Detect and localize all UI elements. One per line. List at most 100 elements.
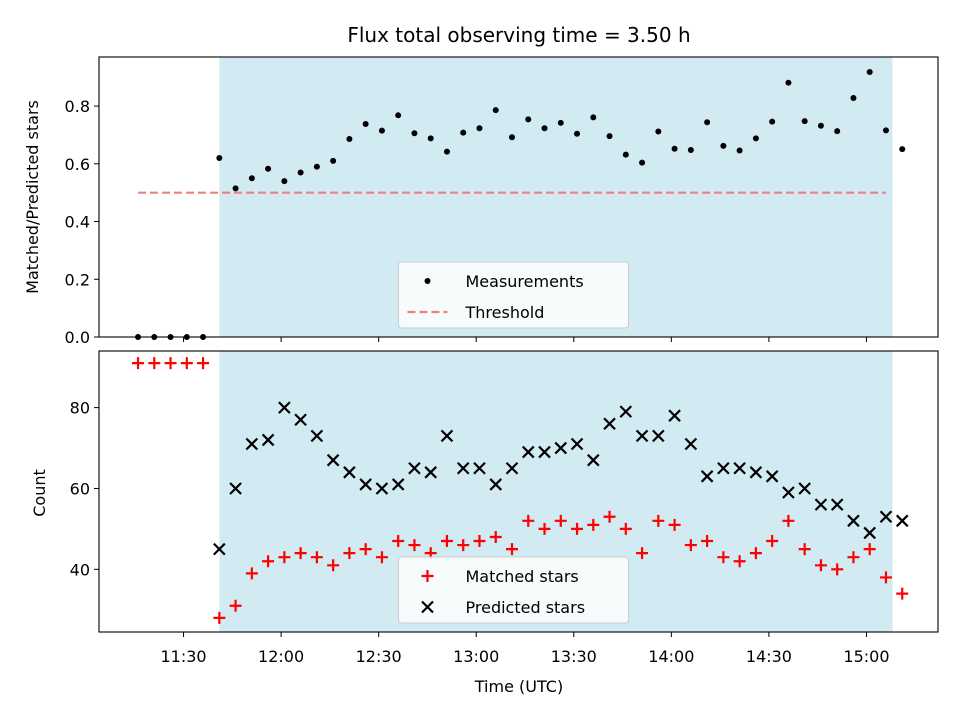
predicted-star-point [359, 478, 372, 491]
top-axes-frame [98, 56, 939, 338]
predicted-star-point [879, 510, 893, 524]
measurement-point [460, 129, 467, 136]
predicted-star-point [749, 466, 763, 479]
predicted-star-point [603, 417, 616, 431]
matched-star-point [148, 357, 161, 370]
top-y-tick-label: 0.0 [65, 328, 90, 347]
matched-star-point [619, 522, 632, 535]
predicted-star-point [375, 482, 389, 495]
predicted-star-point [408, 461, 421, 475]
predicted-star-point [895, 514, 909, 528]
x-tick-label: 12:30 [356, 647, 402, 666]
predicted-star-point [570, 437, 584, 451]
predicted-star-point [684, 437, 698, 451]
measurement-point [655, 128, 662, 135]
top-y-tick-label: 0.6 [65, 155, 90, 174]
measurement-point [525, 116, 532, 123]
matched-star-point [684, 539, 697, 552]
top-x-ticks [183, 337, 867, 342]
measurement-point [769, 118, 776, 125]
matched-star-point [440, 535, 453, 548]
predicted-star-point [261, 433, 275, 447]
top-legend: Measurements Threshold [398, 261, 629, 329]
matched-star-point [701, 535, 714, 548]
measurement-point [541, 125, 548, 132]
x-tick-label: 14:00 [648, 647, 694, 666]
measurement-point [492, 107, 499, 114]
predicted-star-point [798, 482, 811, 495]
predicted-star-point [473, 461, 486, 475]
measurement-point [574, 130, 581, 137]
x-tick-label: 15:00 [843, 647, 889, 666]
measurement-point [736, 147, 743, 154]
predicted-star-point [830, 498, 844, 511]
matched-star-point [603, 510, 616, 523]
predicted-star-point [294, 413, 307, 427]
matched-star-point [164, 357, 177, 370]
predicted-star-point [717, 461, 730, 475]
predicted-star-point [765, 470, 779, 483]
predicted-star-point [343, 466, 356, 479]
matched-star-point [652, 514, 665, 527]
measurement-point [687, 146, 694, 153]
x-tick-label: 13:30 [551, 647, 597, 666]
bottom-panel: 40 60 80 11:30 12:00 12:30 13:00 13:30 14:00 14:… [30, 350, 939, 696]
predicted-star-point [391, 478, 405, 491]
matched-star-point [798, 543, 811, 556]
matched-star-point [814, 559, 827, 572]
measurement-point [785, 79, 792, 86]
predicted-star-point [814, 498, 828, 511]
measurement-point [899, 146, 906, 153]
predicted-star-point [554, 441, 568, 455]
measurement-point [281, 178, 288, 185]
matched-stars-points [132, 357, 909, 624]
matched-star-point [197, 357, 210, 370]
predicted-star-point [213, 542, 226, 556]
measurement-point [606, 133, 613, 140]
measurement-point [557, 119, 564, 126]
measurement-point [508, 134, 515, 141]
matched-star-point [571, 522, 584, 535]
matched-star-point [554, 514, 567, 527]
matched-star-point [636, 547, 649, 560]
bottom-axes-frame [98, 350, 939, 633]
matched-star-point [879, 571, 892, 584]
matched-star-point [408, 539, 421, 552]
matched-star-point [668, 518, 681, 531]
measurement-point [427, 135, 434, 142]
matched-star-point [213, 611, 226, 624]
matched-star-point [229, 599, 242, 612]
matched-star-point [505, 543, 518, 556]
predicted-star-point [733, 461, 746, 475]
matched-star-point [717, 551, 730, 564]
predicted-star-point [245, 437, 259, 451]
measurement-point [590, 114, 597, 121]
predicted-star-point [847, 514, 860, 528]
predicted-star-point [863, 526, 876, 540]
legend-label: Measurements [466, 272, 584, 291]
matched-star-point [831, 563, 844, 576]
measurement-point [313, 163, 320, 170]
measurement-point [411, 130, 418, 137]
x-tick-label: 11:30 [160, 647, 206, 666]
predicted-star-point [278, 401, 291, 414]
legend-label: Matched stars [466, 567, 579, 586]
measurement-point [817, 122, 824, 129]
predicted-star-point [635, 429, 649, 443]
predicted-star-point [229, 482, 242, 495]
legend-marker [421, 600, 434, 614]
matched-star-point [489, 530, 502, 543]
matched-star-point [457, 539, 470, 552]
measurement-point [265, 165, 272, 172]
predicted-star-point [668, 409, 681, 422]
matched-star-point [180, 357, 193, 370]
matched-star-point [749, 547, 762, 560]
predicted-star-point [782, 486, 795, 499]
matched-star-point [392, 535, 405, 548]
matched-star-point [310, 551, 323, 564]
top-y-axis-label: Matched/Predicted stars [23, 100, 42, 294]
measurement-point [720, 142, 727, 149]
predicted-star-point [505, 461, 519, 475]
bottom-y-ticks: 40 60 80 [70, 399, 99, 579]
